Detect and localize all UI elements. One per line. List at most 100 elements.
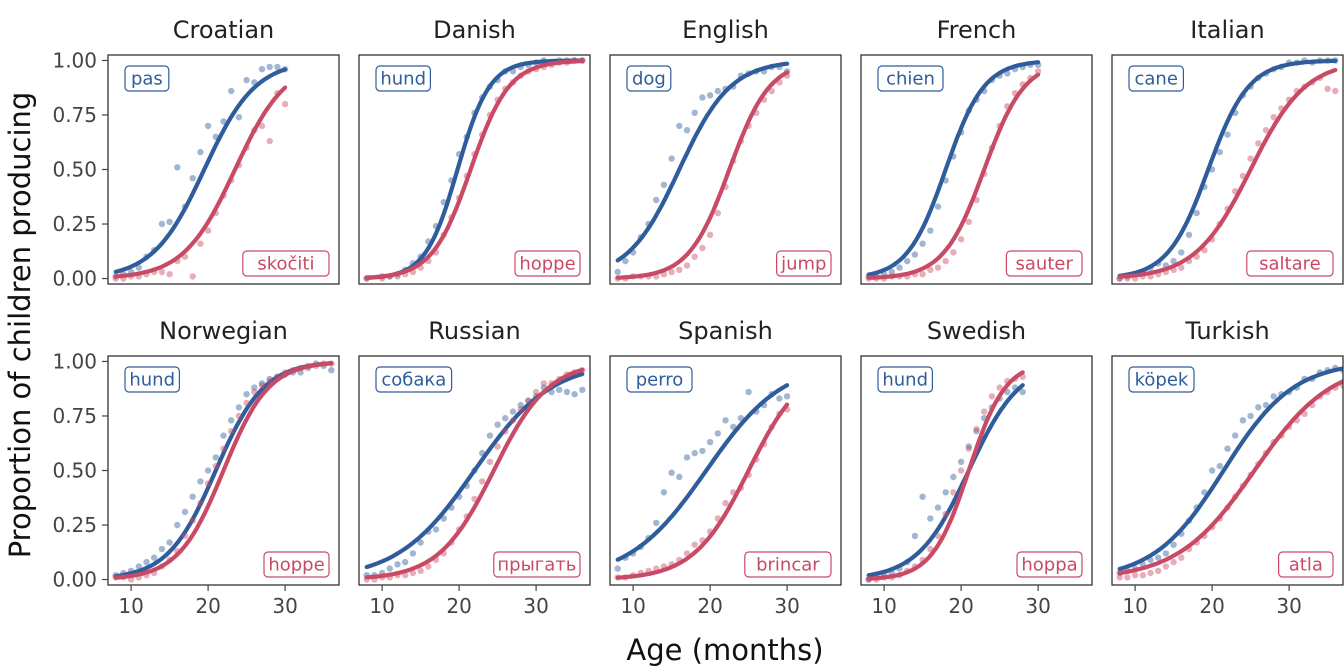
noun-word: pas: [131, 69, 163, 90]
verb-data-point: [204, 480, 212, 487]
noun-fit-line: [866, 60, 1041, 277]
noun-data-point: [904, 257, 911, 265]
noun-word-label: pas: [124, 65, 170, 92]
verb-data-point: [204, 227, 212, 234]
noun-fit-line: [113, 67, 288, 274]
verb-data-point: [1131, 572, 1139, 579]
noun-data-point: [683, 127, 691, 134]
verb-word-label: atla: [1277, 551, 1334, 578]
panel-danish: Danish hund hoppe: [358, 16, 591, 285]
noun-data-point: [432, 526, 440, 533]
label-box: [242, 250, 330, 277]
verb-fit-line: [866, 370, 1025, 581]
noun-data-point: [896, 264, 903, 271]
noun-data-point: [1162, 550, 1170, 557]
y-tick-label: 0.75: [52, 404, 97, 428]
verb-data-point: [1124, 574, 1131, 581]
label-box: [375, 366, 453, 393]
x-tick-label: 30: [272, 594, 297, 618]
verb-data-point: [919, 271, 926, 278]
noun-data-point: [328, 367, 335, 374]
verb-word: hoppa: [1021, 555, 1077, 576]
label-box: [744, 551, 832, 578]
noun-data-point: [509, 408, 517, 415]
noun-data-point: [730, 423, 737, 431]
noun-data-point: [402, 558, 409, 566]
label-box: [877, 366, 934, 393]
verb-data-point: [942, 510, 949, 518]
verb-data-point: [950, 489, 957, 496]
verb-series: [865, 370, 1026, 583]
panel-grid: Croatian pas skočiti 0.00 0.25 0.50 0.75 1.00 Da…: [52, 16, 1344, 618]
noun-data-point: [691, 109, 698, 117]
verb-data-point: [258, 382, 266, 389]
verb-data-point: [1034, 68, 1042, 75]
noun-data-point: [502, 415, 509, 422]
noun-data-point: [243, 76, 250, 84]
panel-french: French chien sauter: [860, 16, 1093, 285]
noun-series: [363, 371, 586, 579]
x-axis: 10 20 30: [871, 585, 1051, 618]
verb-fit-line: [1117, 67, 1338, 279]
noun-fit-line: [866, 383, 1025, 578]
noun-fit-line: [1117, 58, 1338, 278]
verb-data-point: [251, 388, 258, 396]
verb-data-point: [486, 458, 494, 465]
verb-data-point: [189, 517, 196, 524]
noun-data-point: [228, 87, 235, 95]
noun-word: hund: [129, 370, 175, 391]
verb-fit-line: [364, 367, 585, 580]
verb-fit-line: [866, 72, 1041, 280]
y-tick-label: 0.50: [52, 158, 97, 182]
noun-data-point: [660, 181, 668, 188]
verb-fit-line: [364, 59, 585, 280]
verb-data-point: [942, 257, 949, 265]
x-tick-label: 20: [1199, 594, 1224, 618]
noun-data-point: [212, 454, 219, 461]
x-tick-label: 10: [1122, 594, 1147, 618]
verb-word: hoppe: [519, 254, 575, 275]
verb-data-point: [988, 393, 996, 400]
verb-data-point: [181, 532, 189, 540]
noun-data-point: [166, 218, 173, 225]
noun-data-point: [1224, 131, 1231, 138]
label-box: [877, 65, 944, 92]
noun-data-point: [220, 118, 227, 125]
label-box: [124, 366, 181, 393]
panel-croatian: Croatian pas skočiti 0.00 0.25 0.50 0.75 1.00: [52, 16, 340, 291]
noun-data-point: [579, 386, 586, 393]
label-box: [1246, 250, 1334, 277]
verb-word-label: skočiti: [242, 250, 330, 277]
noun-data-point: [888, 268, 895, 276]
y-tick-label: 0.75: [52, 103, 97, 127]
noun-data-point: [274, 63, 281, 71]
verb-series: [363, 367, 586, 583]
verb-data-point: [996, 384, 1003, 391]
panel-swedish: Swedish hund hoppa 10 20 30: [860, 317, 1093, 618]
verb-fit-line: [113, 85, 288, 279]
noun-data-point: [1193, 209, 1200, 217]
verb-data-point: [981, 408, 988, 415]
verb-word-label: прыгать: [493, 551, 581, 578]
verb-word-label: saltare: [1246, 250, 1334, 277]
noun-data-point: [653, 196, 660, 204]
verb-data-point: [197, 500, 204, 507]
panel-frame: [860, 54, 1093, 285]
noun-data-point: [151, 554, 158, 561]
noun-data-point: [722, 417, 729, 424]
noun-data-point: [1019, 388, 1026, 396]
noun-data-point: [235, 404, 243, 411]
noun-fit-line: [615, 61, 790, 263]
panel-frame: [358, 355, 591, 586]
verb-data-point: [965, 445, 972, 452]
noun-data-point: [783, 393, 791, 400]
label-box: [1128, 65, 1185, 92]
noun-data-point: [1216, 462, 1224, 470]
noun-data-point: [776, 395, 783, 402]
x-tick-label: 10: [118, 594, 143, 618]
verb-data-point: [228, 428, 235, 435]
panel-frame: [860, 355, 1093, 586]
noun-data-point: [494, 421, 501, 428]
verb-data-point: [1324, 85, 1331, 93]
panel-frame: [609, 54, 842, 285]
